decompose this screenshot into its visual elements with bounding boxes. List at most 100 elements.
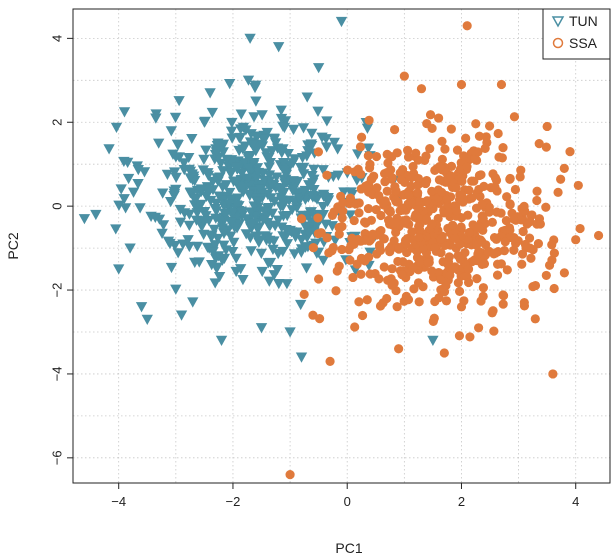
- tun-point: [220, 180, 232, 191]
- tun-point: [286, 205, 298, 216]
- tun-point: [259, 134, 271, 145]
- tun-point: [223, 199, 235, 210]
- ssa-point: [299, 289, 309, 299]
- tun-point: [263, 276, 275, 287]
- ssa-point: [478, 213, 488, 224]
- tun-point: [243, 163, 255, 175]
- ssa-point: [400, 235, 411, 246]
- ssa-point: [332, 266, 342, 276]
- tun-point: [208, 224, 220, 235]
- tun-point: [312, 106, 324, 117]
- ssa-point: [296, 214, 307, 224]
- ssa-point: [351, 199, 361, 209]
- ssa-point: [473, 249, 483, 259]
- ssa-point: [456, 79, 467, 90]
- tun-point: [198, 154, 210, 165]
- ssa-point: [451, 206, 461, 216]
- ssa-point: [441, 281, 451, 291]
- ssa-point: [445, 270, 455, 280]
- ssa-point: [389, 236, 399, 246]
- tun-point: [250, 96, 262, 107]
- ssa-point: [541, 270, 551, 281]
- ssa-point: [427, 219, 437, 229]
- tun-point: [124, 243, 136, 254]
- tun-point: [182, 235, 194, 246]
- ssa-point: [455, 254, 465, 264]
- ssa-point: [397, 270, 407, 280]
- ssa-point: [499, 246, 510, 256]
- ssa-point: [489, 326, 499, 336]
- ssa-point: [464, 185, 474, 195]
- tun-point: [172, 248, 184, 259]
- tun-point: [227, 207, 240, 218]
- ssa-point: [553, 187, 563, 197]
- ssa-point: [348, 272, 358, 283]
- tun-point: [134, 203, 146, 214]
- ssa-point: [416, 84, 427, 94]
- tun-point: [243, 189, 256, 200]
- ssa-point: [440, 144, 450, 154]
- tun-point: [235, 264, 247, 275]
- plot-frame: [72, 8, 611, 484]
- tun-point: [172, 140, 184, 151]
- tun-point: [184, 173, 197, 184]
- ssa-point: [435, 162, 446, 172]
- ssa-point: [350, 322, 360, 332]
- tun-point: [164, 197, 177, 208]
- ssa-point: [501, 216, 511, 226]
- tun-point: [300, 221, 312, 232]
- tun-point: [256, 110, 268, 121]
- ssa-point: [337, 244, 347, 255]
- tun-point: [306, 140, 318, 152]
- y-tick-label: 4: [50, 35, 65, 42]
- tun-point: [278, 122, 291, 134]
- axis-ticks: −4 −2 0 2 4 −6 −4 −2 0 2 4: [50, 35, 580, 509]
- y-tick-label: 0: [50, 203, 65, 210]
- tun-point: [306, 171, 318, 182]
- ssa-point: [345, 255, 355, 265]
- tun-point: [141, 314, 153, 325]
- ssa-point: [402, 145, 413, 155]
- ssa-point: [439, 348, 449, 358]
- ssa-point: [571, 235, 581, 245]
- tun-point: [202, 187, 214, 198]
- tun-point: [209, 278, 221, 289]
- tun-point: [263, 153, 275, 164]
- tun-point: [205, 259, 218, 271]
- ssa-point: [509, 214, 519, 224]
- tun-point: [295, 299, 307, 311]
- ssa-point: [430, 243, 440, 253]
- tun-point: [215, 158, 227, 169]
- tun-point: [164, 238, 176, 250]
- tun-point: [245, 246, 257, 257]
- ssa-point: [363, 203, 374, 214]
- ssa-point: [354, 208, 364, 218]
- legend-ssa-marker: [552, 37, 564, 49]
- tun-point: [251, 224, 264, 235]
- tun-point: [207, 176, 219, 188]
- tun-point: [255, 248, 267, 259]
- ssa-point: [505, 200, 515, 210]
- tun-point: [170, 284, 182, 295]
- ssa-point: [436, 234, 446, 244]
- ssa-point: [399, 71, 409, 81]
- tun-point: [289, 227, 301, 239]
- tun-point: [165, 262, 178, 274]
- ssa-point: [325, 356, 335, 366]
- ssa-point: [401, 291, 411, 301]
- tun-point: [231, 164, 243, 175]
- tun-point: [119, 203, 132, 214]
- tun-point: [121, 157, 134, 169]
- ssa-point: [372, 183, 382, 193]
- ssa-point: [391, 186, 401, 196]
- ssa-point: [374, 190, 384, 201]
- ssa-point: [334, 229, 344, 239]
- ssa-point: [413, 188, 423, 198]
- x-tick-label: −4: [111, 494, 126, 509]
- tun-point: [216, 142, 228, 153]
- ssa-point: [355, 142, 366, 152]
- tun-point: [213, 271, 226, 283]
- ssa-point: [456, 223, 466, 233]
- tun-point: [317, 165, 329, 176]
- tun-point: [255, 323, 268, 334]
